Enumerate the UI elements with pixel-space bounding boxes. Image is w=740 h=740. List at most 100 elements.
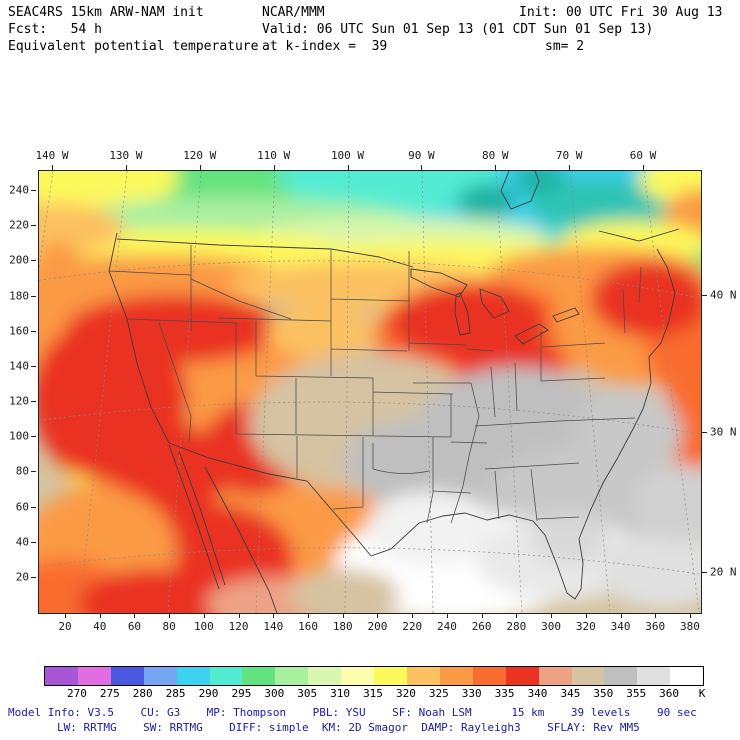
left-axis-tick [31,506,36,508]
bottom-grid-label: 140 [263,620,284,633]
top-longitude-label: 130 W [109,149,143,162]
top-axis-tick [643,165,644,170]
bottom-axis-tick [134,613,136,618]
top-longitude-label: 100 W [330,149,365,162]
center-name: NCAR/MMM [262,5,325,20]
bottom-axis-tick [689,613,691,618]
right-latitude-label: 20 N [710,565,737,579]
top-longitude-label: 110 W [257,149,291,162]
colorbar-segment [604,667,638,685]
right-axis-tick [702,432,707,433]
bottom-grid-label: 380 [680,620,700,633]
bottom-grid-label: 80 [162,620,176,633]
colorbar-level-label: 290 [198,687,219,700]
colorbar-labels: 270 275 280 285 290 295 300 305 310 315 320 325 330 3… [44,687,734,701]
colorbar-segment [637,667,671,685]
bottom-grid-axis: 20 40 60 80 100 120 140 160 180 200 220 240 260 280 30… [38,613,700,635]
left-grid-label: 60 [15,500,29,514]
top-longitude-label: 90 W [408,149,435,162]
model-config-line1: Model Info: V3.5 CU: G3 MP: Thompson PBL… [8,706,697,719]
colorbar-level-label: 280 [132,687,153,700]
bottom-grid-label: 60 [127,620,142,633]
left-axis-tick [31,190,36,191]
left-grid-label: 160 [9,324,29,338]
top-longitude-label: 120 W [183,149,217,162]
model-title: SEAC4RS 15km ARW-NAM init [8,5,204,20]
bottom-grid-label: 280 [506,620,527,633]
top-axis-tick [273,165,275,170]
colorbar-level-label: 310 [330,687,351,700]
colorbar-segment [143,667,177,685]
bottom-grid-label: 120 [228,620,249,633]
colorbar-segment [571,667,605,685]
lat-lon-grid [39,171,701,613]
bottom-axis-tick [65,613,66,618]
bottom-axis-tick [99,613,101,618]
colorbar-segment [439,667,473,685]
colorbar-segment [374,667,407,685]
left-grid-label: 20 [15,570,29,584]
top-axis-tick [347,165,349,170]
colorbar-segment [45,667,78,685]
bottom-axis-tick [203,613,205,618]
top-axis-tick [569,165,571,170]
bottom-grid-label: 320 [575,620,596,633]
left-axis-tick [31,576,36,578]
colorbar-level-label: 270 [66,687,87,700]
colorbar-level-label: 285 [165,687,186,700]
bottom-axis-tick [238,613,240,618]
bottom-axis-tick [481,613,483,618]
left-grid-label: 240 [9,183,29,197]
colorbar [44,666,704,686]
left-grid-label: 180 [9,289,29,303]
field-title: Equivalent potential temperature [8,39,259,54]
colorbar-level-label: 320 [395,687,416,700]
left-axis-tick [31,365,36,367]
left-grid-label: 80 [15,464,29,478]
colorbar-segment [275,667,309,685]
great-lakes [410,268,580,345]
colorbar-segment [242,667,276,685]
colorbar-level-label: 340 [527,687,548,700]
top-longitude-label: 60 W [629,149,657,162]
bottom-grid-label: 260 [471,620,492,633]
colorbar-level-label: 330 [461,687,482,700]
right-latitude-label: 30 N [710,425,737,439]
top-axis-tick [125,165,127,170]
colorbar-level-label: 305 [297,687,318,700]
top-longitude-label: 70 W [555,149,583,162]
colorbar-level-label: 350 [593,687,614,700]
left-axis-tick [31,260,36,262]
bottom-axis-tick [585,613,587,618]
bottom-grid-label: 200 [367,620,388,633]
bottom-axis-tick [412,613,414,618]
bottom-axis-tick [377,613,379,618]
right-axis-tick [702,572,707,573]
right-latitude-axis: 40 N 30 N 20 N [702,170,740,614]
theta-e-field-svg [39,171,701,613]
colorbar-level-label: K [698,687,706,700]
top-longitude-label: 80 W [482,149,509,162]
top-axis-tick [52,165,53,170]
colorbar-segment [77,667,111,685]
colorbar-level-label: 315 [363,687,383,700]
bottom-grid-label: 160 [298,620,318,633]
right-latitude-label: 40 N [710,288,737,302]
bottom-axis-tick [273,613,275,618]
left-grid-axis: 240 220 200 180 160 140 120 100 80 60 40 20 [0,170,36,614]
colorbar-segment [209,667,243,685]
colorbar-level-label: 335 [494,687,515,700]
bottom-grid-label: 360 [645,620,666,633]
left-grid-label: 220 [9,218,29,232]
bottom-grid-label: 300 [541,620,562,633]
bottom-axis-tick [169,613,171,618]
colorbar-segment [538,667,572,685]
right-axis-tick [702,295,707,296]
colorbar-segment [505,667,539,685]
left-axis-tick [31,436,36,438]
colorbar-level-label: 325 [428,687,449,700]
top-axis-tick [199,165,201,170]
bottom-grid-label: 340 [610,620,631,633]
bottom-axis-tick [446,613,448,618]
